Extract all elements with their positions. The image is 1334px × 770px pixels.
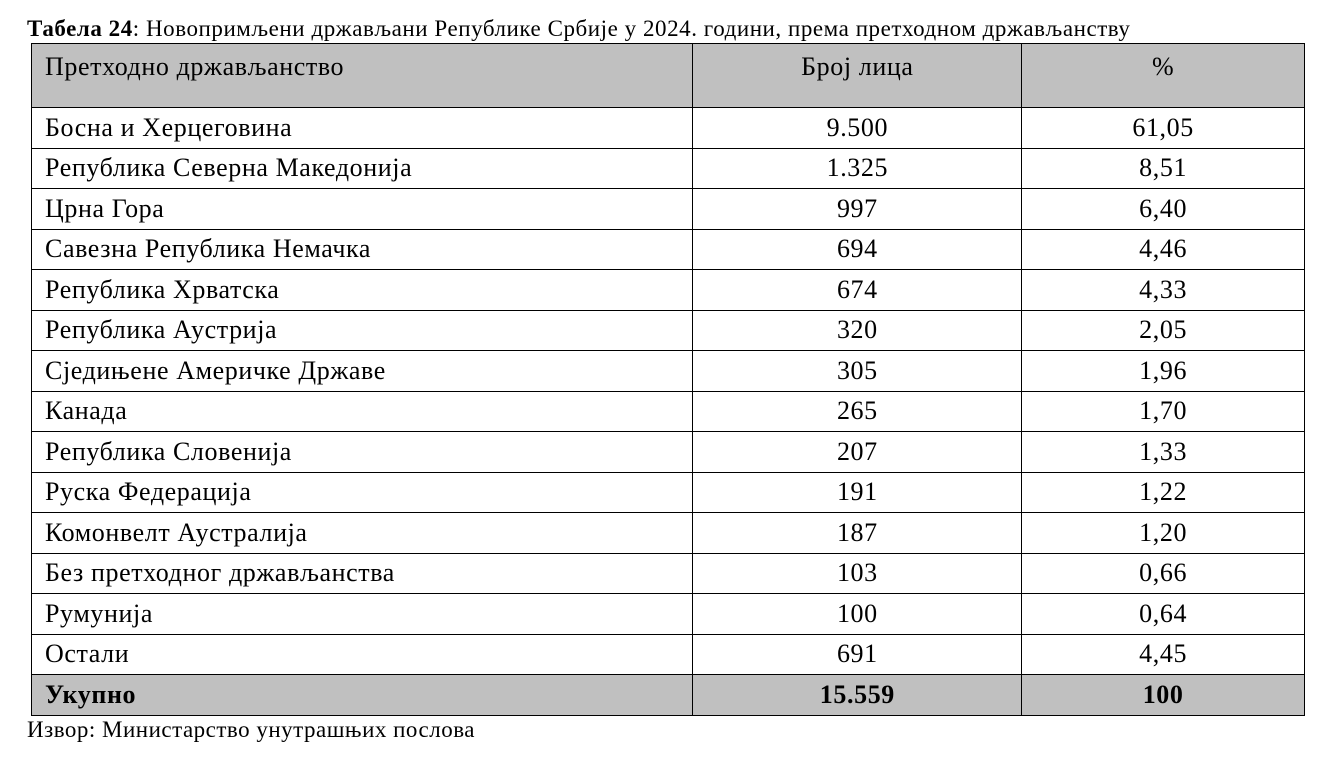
- table-row: Црна Гора 997 6,40: [30, 188, 1305, 230]
- count-cell: 320: [692, 309, 1023, 351]
- country-cell: Република Аустрија: [30, 309, 694, 351]
- count-cell: 207: [692, 431, 1023, 473]
- table-row: Република Аустрија 320 2,05: [30, 309, 1305, 351]
- percent-cell: 8,51: [1021, 147, 1305, 189]
- country-cell: Савезна Република Немачка: [30, 228, 694, 270]
- total-count: 15.559: [692, 674, 1023, 716]
- percent-cell: 1,33: [1021, 431, 1305, 473]
- count-cell: 9.500: [692, 107, 1023, 149]
- country-cell: Остали: [30, 633, 694, 675]
- table-row: Сједињене Америчке Државе 305 1,96: [30, 350, 1305, 392]
- count-cell: 997: [692, 188, 1023, 230]
- header-count: Број лица: [692, 43, 1023, 108]
- count-cell: 191: [692, 471, 1023, 513]
- table-row: Република Хрватска 674 4,33: [30, 269, 1305, 311]
- table-row: Канада 265 1,70: [30, 390, 1305, 432]
- count-cell: 187: [692, 512, 1023, 554]
- country-cell: Комонвелт Аустралија: [30, 512, 694, 554]
- caption-text: : Новопримљени држављани Републике Србиј…: [132, 16, 1131, 41]
- table-row: Босна и Херцеговина 9.500 61,05: [30, 107, 1305, 149]
- total-percent: 100: [1021, 674, 1305, 716]
- country-cell: Босна и Херцеговина: [30, 107, 694, 149]
- percent-cell: 4,33: [1021, 269, 1305, 311]
- percent-cell: 6,40: [1021, 188, 1305, 230]
- percent-cell: 4,45: [1021, 633, 1305, 675]
- country-cell: Руска Федерација: [30, 471, 694, 513]
- percent-cell: 1,70: [1021, 390, 1305, 432]
- table-row: Румунија 100 0,64: [30, 593, 1305, 635]
- total-row: Укупно 15.559 100: [30, 674, 1305, 716]
- country-cell: Република Словенија: [30, 431, 694, 473]
- table-row: Комонвелт Аустралија 187 1,20: [30, 512, 1305, 554]
- percent-cell: 1,96: [1021, 350, 1305, 392]
- percent-cell: 1,20: [1021, 512, 1305, 554]
- percent-cell: 0,64: [1021, 593, 1305, 635]
- count-cell: 1.325: [692, 147, 1023, 189]
- count-cell: 694: [692, 228, 1023, 270]
- percent-cell: 1,22: [1021, 471, 1305, 513]
- country-cell: Румунија: [30, 593, 694, 635]
- percent-cell: 2,05: [1021, 309, 1305, 351]
- table-row: Савезна Република Немачка 694 4,46: [30, 228, 1305, 270]
- source-note: Извор: Министарство унутрашњих послова: [27, 717, 475, 742]
- table-row: Република Северна Македонија 1.325 8,51: [30, 147, 1305, 189]
- count-cell: 265: [692, 390, 1023, 432]
- country-cell: Црна Гора: [30, 188, 694, 230]
- country-cell: Република Хрватска: [30, 269, 694, 311]
- percent-cell: 4,46: [1021, 228, 1305, 270]
- country-cell: Република Северна Македонија: [30, 147, 694, 189]
- percent-cell: 0,66: [1021, 552, 1305, 594]
- table-row: Остали 691 4,45: [30, 633, 1305, 675]
- table-caption: Табела 24: Новопримљени држављани Републ…: [27, 16, 1130, 42]
- total-label: Укупно: [30, 674, 694, 716]
- country-cell: Сједињене Америчке Државе: [30, 350, 694, 392]
- table-row: Без претходног држављанства 103 0,66: [30, 552, 1305, 594]
- header-row: Претходно држављанство Број лица %: [30, 43, 1305, 108]
- table-row: Република Словенија 207 1,33: [30, 431, 1305, 473]
- table-row: Руска Федерација 191 1,22: [30, 471, 1305, 513]
- count-cell: 691: [692, 633, 1023, 675]
- count-cell: 103: [692, 552, 1023, 594]
- percent-cell: 61,05: [1021, 107, 1305, 149]
- count-cell: 100: [692, 593, 1023, 635]
- country-cell: Без претходног држављанства: [30, 552, 694, 594]
- header-previous-citizenship: Претходно држављанство: [30, 43, 694, 108]
- caption-label: Табела 24: [27, 16, 133, 41]
- header-percent: %: [1021, 43, 1305, 108]
- citizenship-table: Претходно држављанство Број лица % Босна…: [30, 43, 1305, 716]
- count-cell: 674: [692, 269, 1023, 311]
- count-cell: 305: [692, 350, 1023, 392]
- country-cell: Канада: [30, 390, 694, 432]
